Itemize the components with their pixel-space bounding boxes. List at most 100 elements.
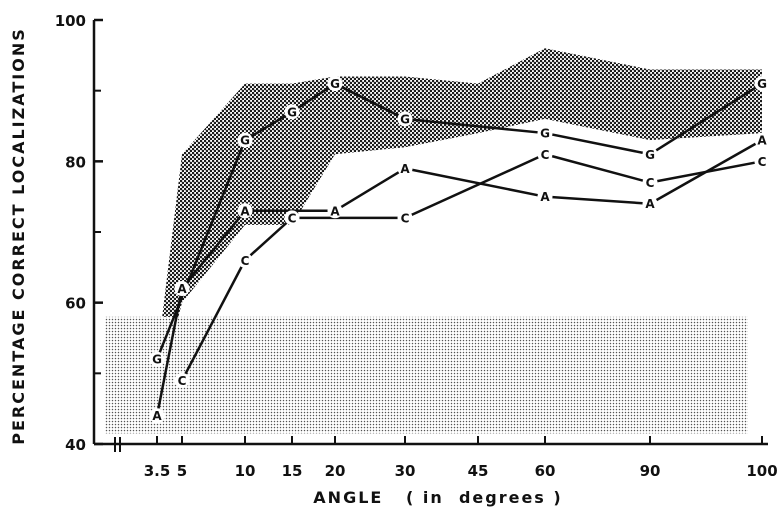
marker-label: A bbox=[240, 204, 250, 218]
series-c-segment bbox=[544, 153, 651, 184]
y-tick-label: 60 bbox=[65, 295, 86, 313]
data-point-c: C bbox=[174, 372, 190, 388]
marker-background bbox=[237, 203, 253, 219]
series-g-segment bbox=[291, 82, 336, 113]
x-tick-label: 60 bbox=[535, 462, 556, 480]
x-tick-label: 90 bbox=[640, 462, 661, 480]
marker-label: C bbox=[401, 211, 410, 225]
marker-background bbox=[642, 175, 658, 191]
data-point-a: A bbox=[642, 196, 658, 212]
data-point-g: G bbox=[284, 104, 300, 120]
marker-background bbox=[642, 146, 658, 162]
x-tick-label: 5 bbox=[177, 462, 187, 480]
x-tick-label: 20 bbox=[325, 462, 346, 480]
x-tick-label: 15 bbox=[282, 462, 303, 480]
series-a-segment bbox=[544, 195, 651, 205]
data-point-a: A bbox=[149, 408, 165, 424]
series-c-segment bbox=[244, 216, 293, 262]
marker-label: G bbox=[645, 148, 655, 162]
marker-background bbox=[397, 111, 413, 127]
marker-background bbox=[284, 104, 300, 120]
data-point-c: C bbox=[642, 175, 658, 191]
marker-background bbox=[537, 189, 553, 205]
series-g-segment bbox=[404, 117, 546, 135]
marker-label: A bbox=[757, 134, 767, 148]
x-tick-label: 100 bbox=[746, 462, 777, 480]
marker-background bbox=[327, 76, 343, 92]
marker-background bbox=[237, 132, 253, 148]
y-tick-label: 100 bbox=[55, 12, 86, 30]
data-point-g: G bbox=[327, 76, 343, 92]
data-point-g: G bbox=[537, 125, 553, 141]
marker-background bbox=[642, 196, 658, 212]
marker-background bbox=[754, 76, 770, 92]
data-point-a: A bbox=[537, 189, 553, 205]
marker-background bbox=[149, 408, 165, 424]
data-point-c: C bbox=[537, 146, 553, 162]
series-g-segment bbox=[544, 131, 651, 156]
marker-background bbox=[537, 146, 553, 162]
marker-background bbox=[327, 203, 343, 219]
series-g-segment bbox=[649, 82, 763, 156]
series-a-segment bbox=[334, 167, 406, 212]
y-axis-title: PERCENTAGE CORRECT LOCALIZATIONS bbox=[9, 27, 28, 445]
marker-background bbox=[754, 153, 770, 169]
marker-background bbox=[174, 281, 190, 297]
marker-background bbox=[149, 351, 165, 367]
x-tick-label: 30 bbox=[395, 462, 416, 480]
x-tick-label: 45 bbox=[468, 462, 489, 480]
series-g-segment bbox=[244, 110, 293, 142]
marker-label: C bbox=[758, 155, 767, 169]
data-point-a: A bbox=[754, 132, 770, 148]
y-tick-label: 40 bbox=[65, 436, 86, 454]
range-band-dark bbox=[157, 48, 762, 402]
series-c-segment bbox=[649, 160, 763, 184]
data-point-a: A bbox=[174, 281, 190, 297]
data-point-g: G bbox=[754, 76, 770, 92]
marker-background bbox=[754, 132, 770, 148]
marker-background bbox=[284, 210, 300, 226]
marker-label: A bbox=[330, 204, 340, 218]
data-point-g: G bbox=[237, 132, 253, 148]
marker-background bbox=[174, 372, 190, 388]
marker-label: A bbox=[152, 409, 162, 423]
series-g-segment bbox=[155, 139, 247, 360]
bands-layer bbox=[105, 48, 762, 434]
marker-label: G bbox=[540, 127, 550, 141]
data-point-c: C bbox=[284, 210, 300, 226]
data-point-a: A bbox=[237, 203, 253, 219]
series-a-segment bbox=[181, 210, 246, 290]
series-c-segment bbox=[404, 153, 546, 220]
chance-band-light bbox=[105, 316, 748, 434]
marker-label: A bbox=[177, 282, 187, 296]
data-point-g: G bbox=[397, 111, 413, 127]
series-c-segment bbox=[180, 259, 247, 381]
marker-label: G bbox=[152, 353, 162, 367]
marker-label: C bbox=[178, 374, 187, 388]
marker-background bbox=[537, 125, 553, 141]
data-point-a: A bbox=[397, 160, 413, 176]
series-a-segment bbox=[155, 288, 184, 416]
marker-label: A bbox=[645, 197, 655, 211]
y-tick-label: 80 bbox=[65, 153, 86, 171]
marker-label: G bbox=[287, 105, 297, 119]
marker-label: G bbox=[400, 112, 410, 126]
series-a-segment bbox=[404, 167, 546, 198]
axes: 40 60 80 100 3.5 5 10 15 20 30 45 60 90 100 bbox=[55, 12, 778, 480]
series-g-segment bbox=[334, 82, 406, 121]
marker-background bbox=[237, 252, 253, 268]
marker-label: G bbox=[757, 77, 767, 91]
marker-label: A bbox=[540, 190, 550, 204]
x-tick-label: 10 bbox=[235, 462, 256, 480]
marker-label: G bbox=[330, 77, 340, 91]
marker-label: C bbox=[288, 211, 297, 225]
x-tick-label: 3.5 bbox=[144, 462, 171, 480]
x-axis-title: ANGLE ( in degrees ) bbox=[313, 488, 562, 507]
marker-label: G bbox=[240, 134, 250, 148]
marker-background bbox=[397, 210, 413, 226]
data-point-c: C bbox=[754, 153, 770, 169]
data-point-g: G bbox=[149, 351, 165, 367]
data-point-c: C bbox=[237, 252, 253, 268]
